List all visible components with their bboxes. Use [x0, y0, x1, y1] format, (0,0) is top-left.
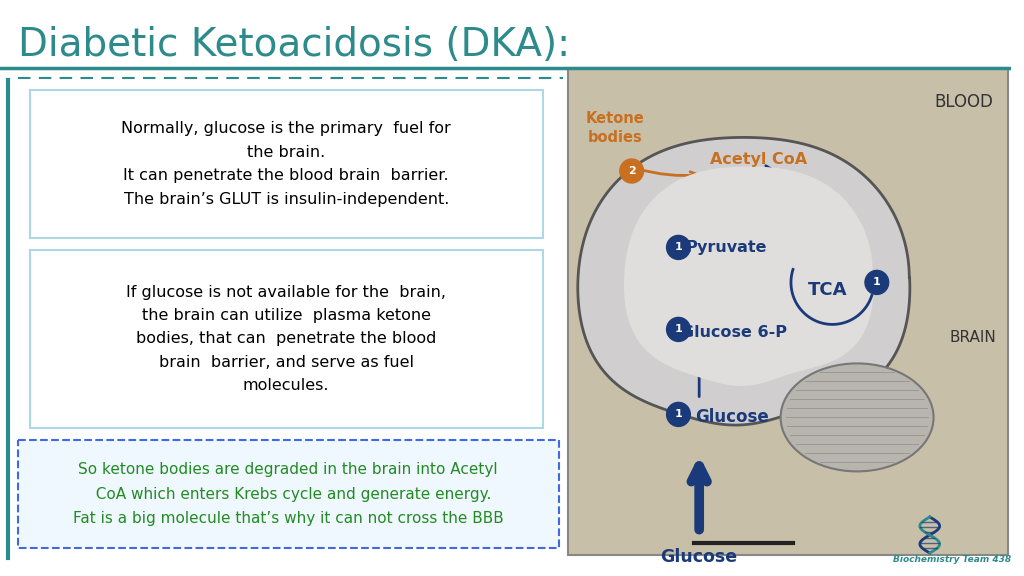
Text: 2: 2 [628, 166, 636, 176]
Circle shape [865, 270, 889, 294]
Text: Glucose 6-P: Glucose 6-P [681, 325, 786, 340]
Polygon shape [624, 166, 873, 386]
Text: Pyruvate: Pyruvate [685, 240, 767, 255]
Circle shape [667, 236, 690, 259]
FancyBboxPatch shape [30, 90, 543, 238]
Text: TCA: TCA [808, 282, 847, 300]
Text: Acetyl CoA: Acetyl CoA [710, 152, 807, 167]
Ellipse shape [780, 363, 934, 471]
FancyBboxPatch shape [30, 250, 543, 428]
Text: BRAIN: BRAIN [949, 330, 996, 345]
Text: Ketone
bodies: Ketone bodies [586, 111, 644, 145]
Text: 1: 1 [675, 410, 682, 419]
Text: Diabetic Ketoacidosis (DKA):: Diabetic Ketoacidosis (DKA): [17, 26, 570, 64]
Text: 1: 1 [675, 242, 682, 252]
Text: Normally, glucose is the primary  fuel for
the brain.
It can penetrate the blood: Normally, glucose is the primary fuel fo… [122, 122, 452, 207]
Text: 1: 1 [675, 324, 682, 335]
Text: If glucose is not available for the  brain,
the brain can utilize  plasma ketone: If glucose is not available for the brai… [126, 285, 446, 393]
Text: Biochemistry Team 438: Biochemistry Team 438 [893, 555, 1012, 564]
Text: Glucose: Glucose [660, 548, 737, 566]
Circle shape [667, 317, 690, 342]
Text: BLOOD: BLOOD [934, 93, 993, 111]
Polygon shape [578, 138, 910, 425]
Text: 1: 1 [872, 278, 881, 287]
FancyBboxPatch shape [17, 440, 559, 548]
FancyBboxPatch shape [567, 68, 1008, 555]
Circle shape [667, 403, 690, 426]
Text: Glucose: Glucose [695, 408, 769, 426]
Text: So ketone bodies are degraded in the brain into Acetyl
  CoA which enters Krebs : So ketone bodies are degraded in the bra… [73, 462, 504, 526]
Circle shape [620, 159, 643, 183]
